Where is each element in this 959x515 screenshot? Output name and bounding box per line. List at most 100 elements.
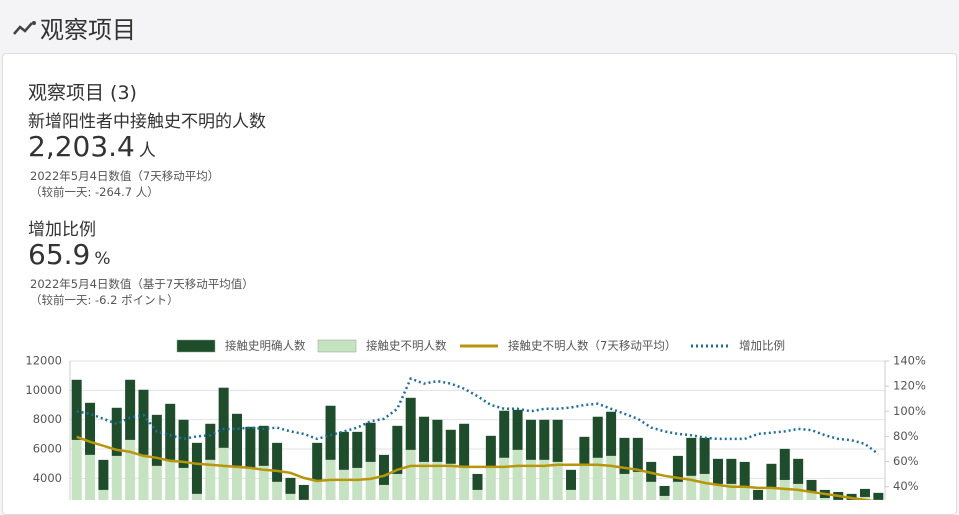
bar-segment [352, 432, 362, 468]
bar-segment [753, 490, 763, 500]
bar-segment [633, 438, 643, 472]
y-tick-label: 8000 [33, 412, 62, 426]
bar-segment [72, 440, 82, 500]
bar-segment [98, 490, 108, 500]
bar-segment [606, 456, 616, 500]
bar-segment [138, 455, 148, 500]
bar-segment [419, 462, 429, 500]
bar-segment [473, 490, 483, 500]
bar-segment [579, 437, 589, 464]
bar-segment [766, 464, 776, 488]
bar-segment [245, 427, 255, 468]
bar-segment [860, 489, 870, 497]
bar-segment [499, 411, 509, 458]
bar-segment [432, 462, 442, 500]
bar-segment [673, 482, 683, 500]
bar-segment [606, 412, 616, 456]
bar-segment [406, 450, 416, 500]
bar-segment [579, 464, 589, 500]
bar-segment [700, 438, 710, 474]
bar-segment [152, 466, 162, 500]
bar-segment [459, 424, 469, 466]
bar-segment [232, 466, 242, 500]
bar-segment [339, 432, 349, 470]
legend-label: 接触史明确人数 [225, 339, 306, 353]
y-tick-label: 4000 [33, 471, 62, 485]
bar-segment [72, 380, 82, 440]
bar-segment [379, 485, 389, 500]
bar-segment [406, 398, 416, 450]
bar-segment [513, 450, 523, 500]
bar-segment [713, 459, 723, 484]
bar-segment [285, 478, 295, 494]
bar-segment [499, 458, 509, 500]
bar-segment [179, 468, 189, 500]
bar-segment [312, 443, 322, 480]
bar-segment [392, 426, 402, 474]
bar-segment [219, 448, 229, 500]
bar-segment [205, 424, 215, 460]
bar-segment [619, 474, 629, 500]
bar-segment [192, 494, 202, 500]
bar-segment [766, 488, 776, 500]
bar-segment [726, 459, 736, 484]
bar-segment [740, 462, 750, 488]
bar-segment [513, 410, 523, 450]
bar-segment [339, 470, 349, 500]
bar-segment [446, 464, 456, 500]
bar-segment [165, 404, 175, 460]
bar-segment [299, 485, 309, 500]
bar-segment [272, 482, 282, 500]
bar-segment [686, 438, 696, 476]
bar-segment [352, 468, 362, 500]
legend-swatch [177, 340, 215, 352]
bar-segment [232, 414, 242, 466]
bar-segment [593, 417, 603, 458]
y2-tick-label: 100% [893, 404, 926, 418]
y2-tick-label: 80% [893, 429, 919, 443]
bar-segment [553, 420, 563, 462]
bar-segment [446, 430, 456, 464]
bar-segment [553, 462, 563, 500]
bar-segment [526, 420, 536, 460]
bar-segment [459, 466, 469, 500]
y-tick-label: 12000 [25, 354, 62, 368]
bar-segment [633, 472, 643, 500]
bar-segment [285, 494, 295, 500]
bar-segment [873, 493, 883, 500]
bar-segment [85, 455, 95, 500]
y-tick-label: 10000 [25, 383, 62, 397]
bar-segment [780, 449, 790, 480]
bar-segment [219, 388, 229, 448]
bar-segment [566, 470, 576, 490]
bar-segment [392, 474, 402, 500]
legend-label: 接触史不明人数（7天移动平均） [508, 339, 676, 353]
bar-segment [419, 417, 429, 462]
bar-segment [432, 420, 442, 462]
bar-segment [85, 403, 95, 455]
y2-tick-label: 40% [893, 479, 919, 493]
bar-segment [272, 443, 282, 482]
bar-segment [326, 406, 336, 460]
bar-segment [366, 462, 376, 500]
bar-segment [125, 440, 135, 500]
bar-segment [539, 420, 549, 460]
legend-label: 接触史不明人数 [366, 339, 447, 353]
bar-segment [646, 482, 656, 500]
legend-label: 增加比例 [739, 339, 785, 353]
bar-segment [660, 486, 670, 496]
bar-segment [793, 484, 803, 500]
bar-segment [807, 480, 817, 492]
bar-segment [312, 480, 322, 500]
bar-segment [700, 474, 710, 500]
bar-segment [366, 423, 376, 462]
y2-tick-label: 120% [893, 379, 926, 393]
chart: 400060008000100001200040%60%80%100%120%1… [0, 0, 959, 500]
legend-swatch [318, 340, 356, 352]
bar-segment [379, 455, 389, 485]
bar-segment [740, 488, 750, 500]
bar-segment [486, 468, 496, 500]
y2-tick-label: 60% [893, 454, 919, 468]
bar-segment [112, 456, 122, 500]
